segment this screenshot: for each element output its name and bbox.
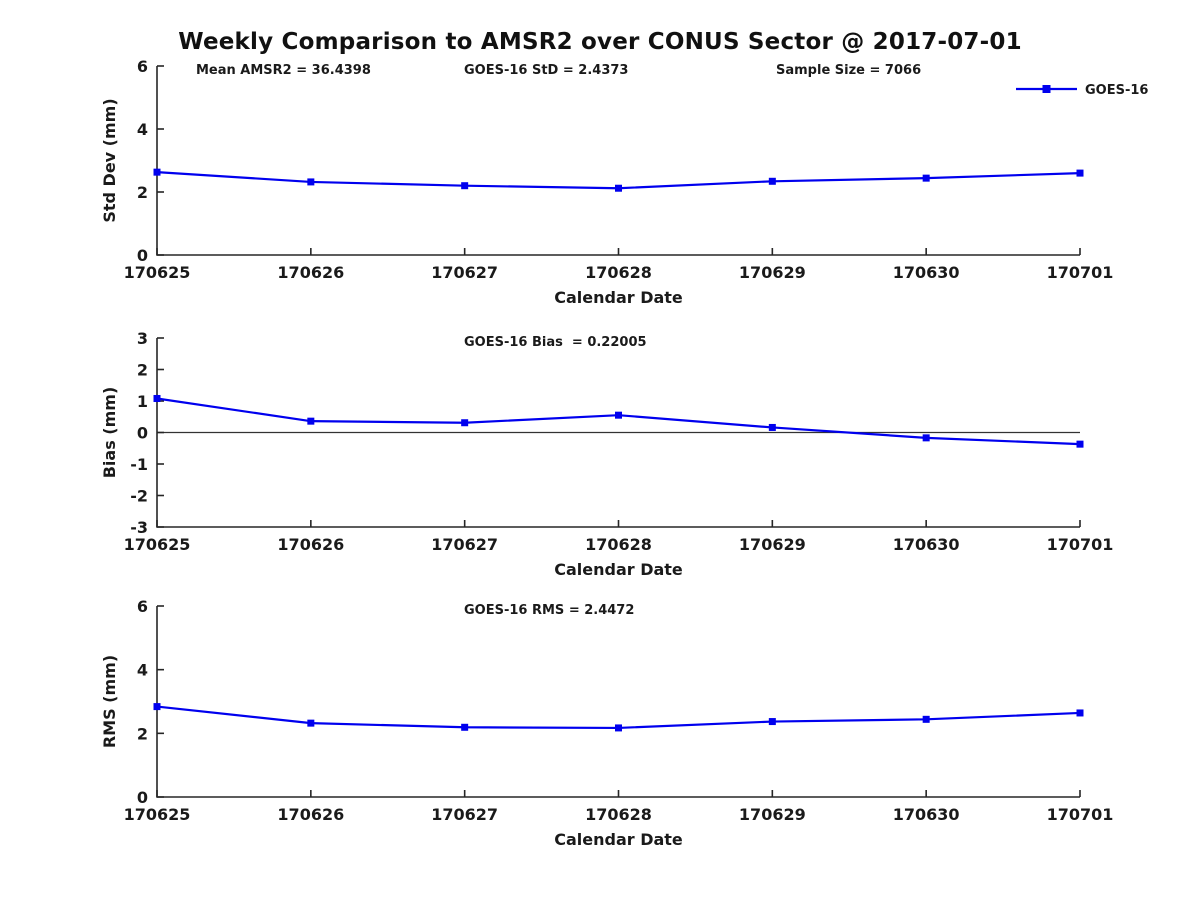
axis-frame (156, 606, 1080, 798)
annotation-std-dev-0: Mean AMSR2 = 36.4398 (196, 63, 371, 78)
x-tick-label: 170701 (1047, 263, 1114, 282)
annotation-bias-0: GOES-16 Bias = 0.22005 (464, 335, 647, 350)
y-tick-label: 3 (137, 329, 148, 348)
series-line-bias (156, 397, 1081, 446)
subplot-std-dev: 0 2 4 6 170625 170626 170627 170628 170629 170630… (100, 57, 1148, 307)
data-point-marker (1076, 440, 1084, 448)
x-tick-label: 170625 (124, 263, 191, 282)
y-axis-title: RMS (mm) (100, 655, 119, 748)
data-point-marker (922, 174, 930, 182)
x-tick-label: 170625 (124, 805, 191, 824)
data-point-marker (153, 703, 161, 711)
y-tick-label: 2 (137, 724, 148, 743)
y-tick-label: 0 (137, 788, 148, 807)
x-tick-label: 170628 (585, 263, 652, 282)
annotation-rms-0: GOES-16 RMS = 2.4472 (464, 603, 634, 618)
x-tick-label: 170626 (277, 263, 344, 282)
x-tick-label: 170701 (1047, 535, 1114, 554)
x-tick-label: 170628 (585, 805, 652, 824)
legend: GOES-16 (1016, 83, 1148, 98)
subplot-bias: -3 -2 -1 0 1 2 3 170625 170626 170627 170628 170629… (100, 329, 1113, 579)
x-tick-label: 170629 (739, 535, 806, 554)
x-tick-label: 170625 (124, 535, 191, 554)
data-point-marker (1076, 709, 1084, 717)
y-axis-title: Std Dev (mm) (100, 98, 119, 222)
x-tick-label: 170629 (739, 263, 806, 282)
legend-label: GOES-16 (1085, 83, 1148, 98)
data-point-marker (461, 182, 469, 190)
x-tick-label: 170628 (585, 535, 652, 554)
x-tick-label: 170627 (431, 263, 498, 282)
y-tick-label: 6 (137, 57, 148, 76)
x-tick-label: 170626 (277, 535, 344, 554)
x-axis-title: Calendar Date (554, 288, 683, 307)
x-tick-label: 170630 (893, 535, 960, 554)
data-point-marker (768, 718, 776, 726)
y-axis-title: Bias (mm) (100, 387, 119, 479)
y-tick-label: 4 (137, 661, 148, 680)
y-tick-label: -2 (130, 487, 148, 506)
x-tick-label: 170627 (431, 805, 498, 824)
x-tick-label: 170701 (1047, 805, 1114, 824)
x-axis-title: Calendar Date (554, 560, 683, 579)
annotation-std-dev-1: GOES-16 StD = 2.4373 (464, 63, 628, 78)
annotation-std-dev-2: Sample Size = 7066 (776, 63, 921, 78)
data-point-marker (307, 719, 315, 727)
data-point-marker (307, 178, 315, 186)
data-point-marker (461, 723, 469, 731)
y-tick-label: 2 (137, 361, 148, 380)
data-point-marker (615, 411, 622, 419)
data-point-marker (461, 419, 469, 427)
data-point-marker (768, 177, 776, 185)
y-tick-label: 1 (137, 392, 148, 411)
x-tick-label: 170629 (739, 805, 806, 824)
data-point-marker (922, 434, 930, 442)
y-tick-label: 6 (137, 597, 148, 616)
data-point-marker (153, 394, 161, 402)
x-tick-label: 170630 (893, 805, 960, 824)
chart-title: Weekly Comparison to AMSR2 over CONUS Se… (178, 29, 1022, 55)
legend-square-icon (1042, 85, 1051, 93)
data-point-marker (768, 423, 776, 431)
data-point-marker (615, 184, 622, 192)
x-tick-label: 170626 (277, 805, 344, 824)
x-tick-label: 170630 (893, 263, 960, 282)
y-tick-label: -1 (130, 455, 148, 474)
data-point-marker (615, 724, 622, 732)
y-tick-label: 0 (137, 246, 148, 265)
subplot-rms: 0 2 4 6 170625 170626 170627 170628 170629 170630… (100, 597, 1113, 849)
x-axis-title: Calendar Date (554, 830, 683, 849)
y-tick-label: 2 (137, 183, 148, 202)
x-tick-label: 170627 (431, 535, 498, 554)
y-tick-label: -3 (130, 518, 148, 537)
axis-frame (156, 66, 1080, 256)
y-tick-label: 4 (137, 120, 148, 139)
data-point-marker (1076, 169, 1084, 177)
y-tick-label: 0 (137, 424, 148, 443)
data-point-marker (307, 417, 315, 425)
data-point-marker (922, 715, 930, 723)
data-point-marker (153, 168, 161, 176)
